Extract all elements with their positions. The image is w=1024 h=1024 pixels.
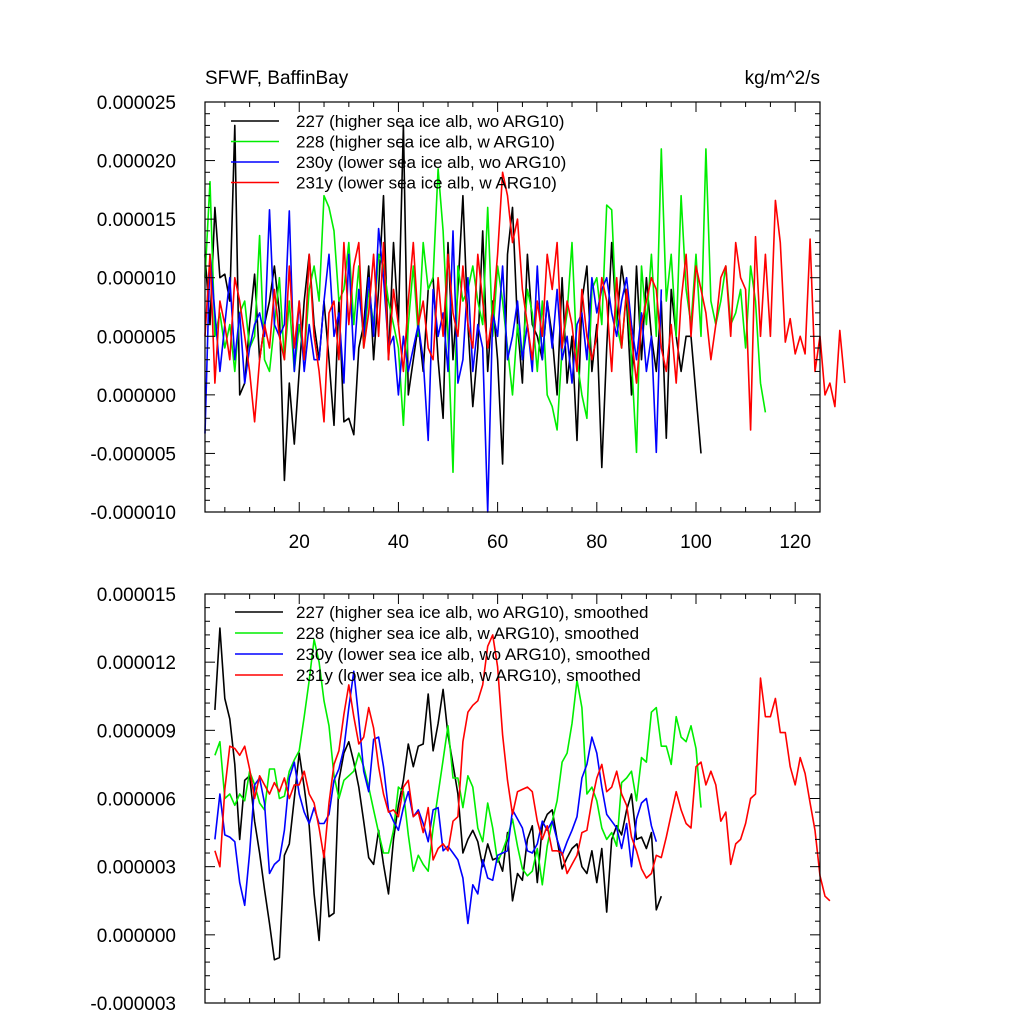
series-line-1-2 xyxy=(214,670,658,925)
x-tick-label: 100 xyxy=(680,532,712,553)
x-tick-label: 120 xyxy=(779,532,811,553)
bottom-series-layer xyxy=(214,627,831,961)
top-legend: 227 (higher sea ice alb, wo ARG10) 228 (h… xyxy=(231,112,566,193)
legend-label: 227 (higher sea ice alb, wo ARG10) xyxy=(296,112,564,131)
y-tick-label: 0.000020 xyxy=(97,152,176,173)
y-tick-label: 0.000025 xyxy=(97,93,176,114)
x-tick-label: 80 xyxy=(586,532,607,553)
top-series-layer xyxy=(204,124,846,513)
x-tick-label: 20 xyxy=(289,532,310,553)
y-tick-label: 0.000015 xyxy=(97,210,176,231)
series-line-1-1 xyxy=(214,638,702,886)
y-tick-label: 0.000000 xyxy=(97,386,176,407)
y-tick-label: 0.000015 xyxy=(97,585,176,606)
y-tick-label: 0.000012 xyxy=(97,653,176,674)
x-tick-label: 40 xyxy=(388,532,409,553)
y-tick-label: 0.000006 xyxy=(97,790,176,811)
legend-label: 228 (higher sea ice alb, w ARG10), smoot… xyxy=(296,624,639,643)
y-tick-label: 0.000010 xyxy=(97,269,176,290)
bottom-axes-layer: -0.000003 0.000000 0.000003 0.000006 0.00000… xyxy=(90,585,821,1015)
bottom-legend: 227 (higher sea ice alb, wo ARG10), smoo… xyxy=(235,603,650,685)
y-tick-label: 0.000000 xyxy=(97,926,176,947)
y-tick-label: -0.000005 xyxy=(90,444,176,465)
legend-label: 231y (lower sea ice alb, w ARG10), smoot… xyxy=(296,666,641,685)
y-tick-label: 0.000009 xyxy=(97,721,176,742)
top-panel: SFWF, BaffinBay kg/m^2/s 20 40 60 80 100 120 -… xyxy=(90,68,846,553)
legend-label: 227 (higher sea ice alb, wo ARG10), smoo… xyxy=(296,603,648,622)
series-line-1-3 xyxy=(214,634,831,902)
y-tick-label: 0.000003 xyxy=(97,858,176,879)
top-axes-layer: 20 40 60 80 100 120 -0.000010 -0.000005 0.000000… xyxy=(90,93,821,553)
series-line-1-0 xyxy=(214,627,663,961)
series-line-0-3 xyxy=(204,171,846,431)
legend-label: 230y (lower sea ice alb, wo ARG10) xyxy=(296,153,566,172)
top-panel-units: kg/m^2/s xyxy=(745,68,820,89)
series-line-0-1 xyxy=(204,148,767,474)
series-line-0-2 xyxy=(204,209,663,513)
plot-frame xyxy=(204,101,821,513)
y-tick-label: -0.000003 xyxy=(90,994,176,1015)
legend-label: 228 (higher sea ice alb, w ARG10) xyxy=(296,133,555,152)
y-tick-label: 0.000005 xyxy=(97,327,176,348)
x-tick-label: 60 xyxy=(487,532,508,553)
legend-label: 231y (lower sea ice alb, w ARG10) xyxy=(296,174,557,193)
bottom-panel: -0.000003 0.000000 0.000003 0.000006 0.00000… xyxy=(90,585,831,1015)
legend-label: 230y (lower sea ice alb, wo ARG10), smoo… xyxy=(296,645,650,664)
y-tick-label: -0.000010 xyxy=(90,503,176,524)
top-panel-title: SFWF, BaffinBay xyxy=(205,68,349,89)
